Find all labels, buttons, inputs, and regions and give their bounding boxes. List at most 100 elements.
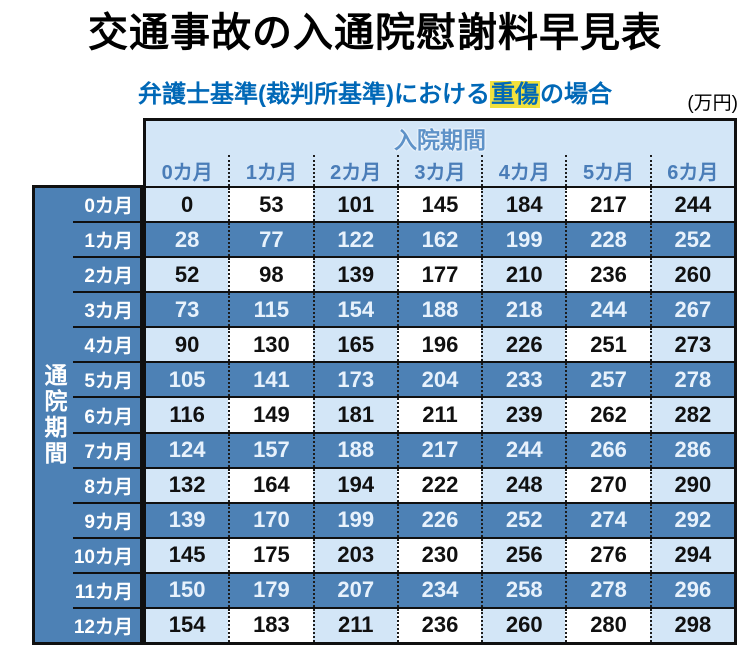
subtitle-suffix: の場合 (539, 81, 612, 108)
data-cell: 116 (146, 398, 229, 432)
data-cell: 257 (565, 363, 649, 397)
data-cell: 139 (168, 507, 206, 533)
subtitle: 弁護士基準(裁判所基準)における重傷の場合 (0, 74, 750, 109)
row-header-cell: 5カ月 (73, 361, 140, 396)
data-cell: 262 (565, 398, 650, 432)
data-cell: 236 (565, 258, 650, 292)
column-header-cell: 6カ月 (649, 155, 734, 186)
data-cell: 177 (396, 258, 482, 292)
data-cell: 115 (228, 293, 312, 327)
table-row: 73 115 154 188 218 244 267 (146, 291, 734, 327)
subtitle-highlight: 重傷 (489, 81, 540, 108)
data-cell: 248 (481, 468, 566, 502)
data-cell: 233 (481, 363, 565, 397)
table-row: 52 98 139 177 210 236 260 (146, 256, 734, 292)
data-cell: 154 (312, 293, 397, 327)
data-cell: 157 (228, 433, 312, 467)
outpatient-period-header: 通院期間 (35, 188, 73, 642)
data-cell: 150 (168, 577, 206, 603)
data-cell: 124 (168, 437, 206, 463)
data-cell: 244 (649, 188, 734, 222)
data-cell: 292 (649, 503, 734, 537)
data-cell: 73 (174, 296, 200, 322)
row-header-cell: 3カ月 (73, 291, 140, 326)
data-cell: 222 (396, 468, 482, 502)
data-cell: 217 (396, 433, 481, 467)
table-row: 105 141 173 204 233 257 278 (146, 361, 734, 397)
data-cell: 77 (228, 223, 312, 257)
data-cell: 278 (565, 573, 649, 607)
data-cell: 298 (649, 608, 734, 643)
data-cell: 173 (312, 363, 397, 397)
table-row: 0 53 101 145 184 217 244 (146, 188, 734, 222)
data-cell: 266 (565, 433, 649, 467)
row-header-cell: 12カ月 (73, 606, 140, 642)
data-cell: 251 (565, 328, 650, 362)
data-cell: 218 (481, 293, 565, 327)
data-cell: 162 (396, 223, 481, 257)
data-cell: 183 (228, 608, 313, 643)
data-cell: 273 (649, 328, 734, 362)
data-cell: 132 (146, 468, 229, 502)
table-row: 139 170 199 226 252 274 292 (146, 501, 734, 537)
data-cell: 217 (565, 188, 650, 222)
data-cell: 105 (168, 366, 206, 392)
row-header-cell: 2カ月 (73, 256, 140, 291)
table-row: 116 149 181 211 239 262 282 (146, 396, 734, 432)
data-cell: 278 (649, 363, 734, 397)
data-cell: 226 (481, 328, 566, 362)
data-cell: 260 (649, 258, 734, 292)
data-cell: 122 (312, 223, 397, 257)
column-header-cell: 4カ月 (481, 155, 565, 186)
data-cell: 53 (228, 188, 313, 222)
admission-period-header: 入院期間 (394, 127, 486, 153)
data-cell: 179 (228, 573, 312, 607)
data-cell: 239 (481, 398, 566, 432)
data-cell: 211 (312, 608, 397, 643)
table-row: 154 183 211 236 260 280 298 (146, 606, 734, 643)
data-cell: 256 (481, 538, 566, 572)
data-cell: 252 (649, 223, 734, 257)
data-cell: 234 (396, 573, 481, 607)
row-header-block: 通院期間 0カ月 1カ月 2カ月 3カ月 4カ月 5カ月 6カ月 7カ月 8カ月 9カ月 10カ月 1… (32, 185, 143, 645)
data-cell: 184 (481, 188, 566, 222)
unit-label: (万円) (687, 93, 738, 114)
data-cell: 130 (228, 328, 313, 362)
data-table: 入院期間 0カ月 1カ月 2カ月 3カ月 4カ月 5カ月 6カ月 0 53 101 145 184 2… (143, 118, 737, 645)
data-cell: 203 (312, 538, 397, 572)
data-cell: 296 (649, 573, 734, 607)
data-cell: 175 (228, 538, 313, 572)
data-cell: 228 (565, 223, 649, 257)
column-header-cell: 1カ月 (228, 155, 312, 186)
table-row: 150 179 207 234 258 278 296 (146, 571, 734, 607)
data-cell: 141 (228, 363, 312, 397)
table-row: 124 157 188 217 244 266 286 (146, 431, 734, 467)
data-cell: 230 (396, 538, 482, 572)
data-cell: 280 (565, 608, 650, 643)
data-cell: 226 (396, 503, 481, 537)
data-cell: 196 (396, 328, 482, 362)
outpatient-period-label: 通院期間 (41, 363, 67, 467)
data-cell: 260 (481, 608, 566, 643)
data-cell: 286 (649, 433, 734, 467)
data-cell: 194 (312, 468, 397, 502)
data-cell: 52 (146, 258, 229, 292)
table-row: 145 175 203 230 256 276 294 (146, 536, 734, 572)
data-cell: 252 (481, 503, 565, 537)
data-cell: 258 (481, 573, 565, 607)
data-cell: 0 (146, 188, 229, 222)
column-header-cell: 5カ月 (565, 155, 649, 186)
data-cell: 236 (396, 608, 482, 643)
row-header-cell: 9カ月 (73, 501, 140, 537)
data-cell: 211 (396, 398, 482, 432)
table-body: 0 53 101 145 184 217 244 28 77 122 162 199 228 252 52 9… (146, 188, 734, 643)
data-cell: 139 (312, 258, 397, 292)
data-cell: 204 (396, 363, 481, 397)
data-cell: 282 (649, 398, 734, 432)
table-row: 28 77 122 162 199 228 252 (146, 221, 734, 257)
row-header-cell: 11カ月 (73, 571, 140, 607)
data-cell: 188 (312, 433, 397, 467)
data-cell: 145 (396, 188, 482, 222)
data-cell: 170 (228, 503, 312, 537)
